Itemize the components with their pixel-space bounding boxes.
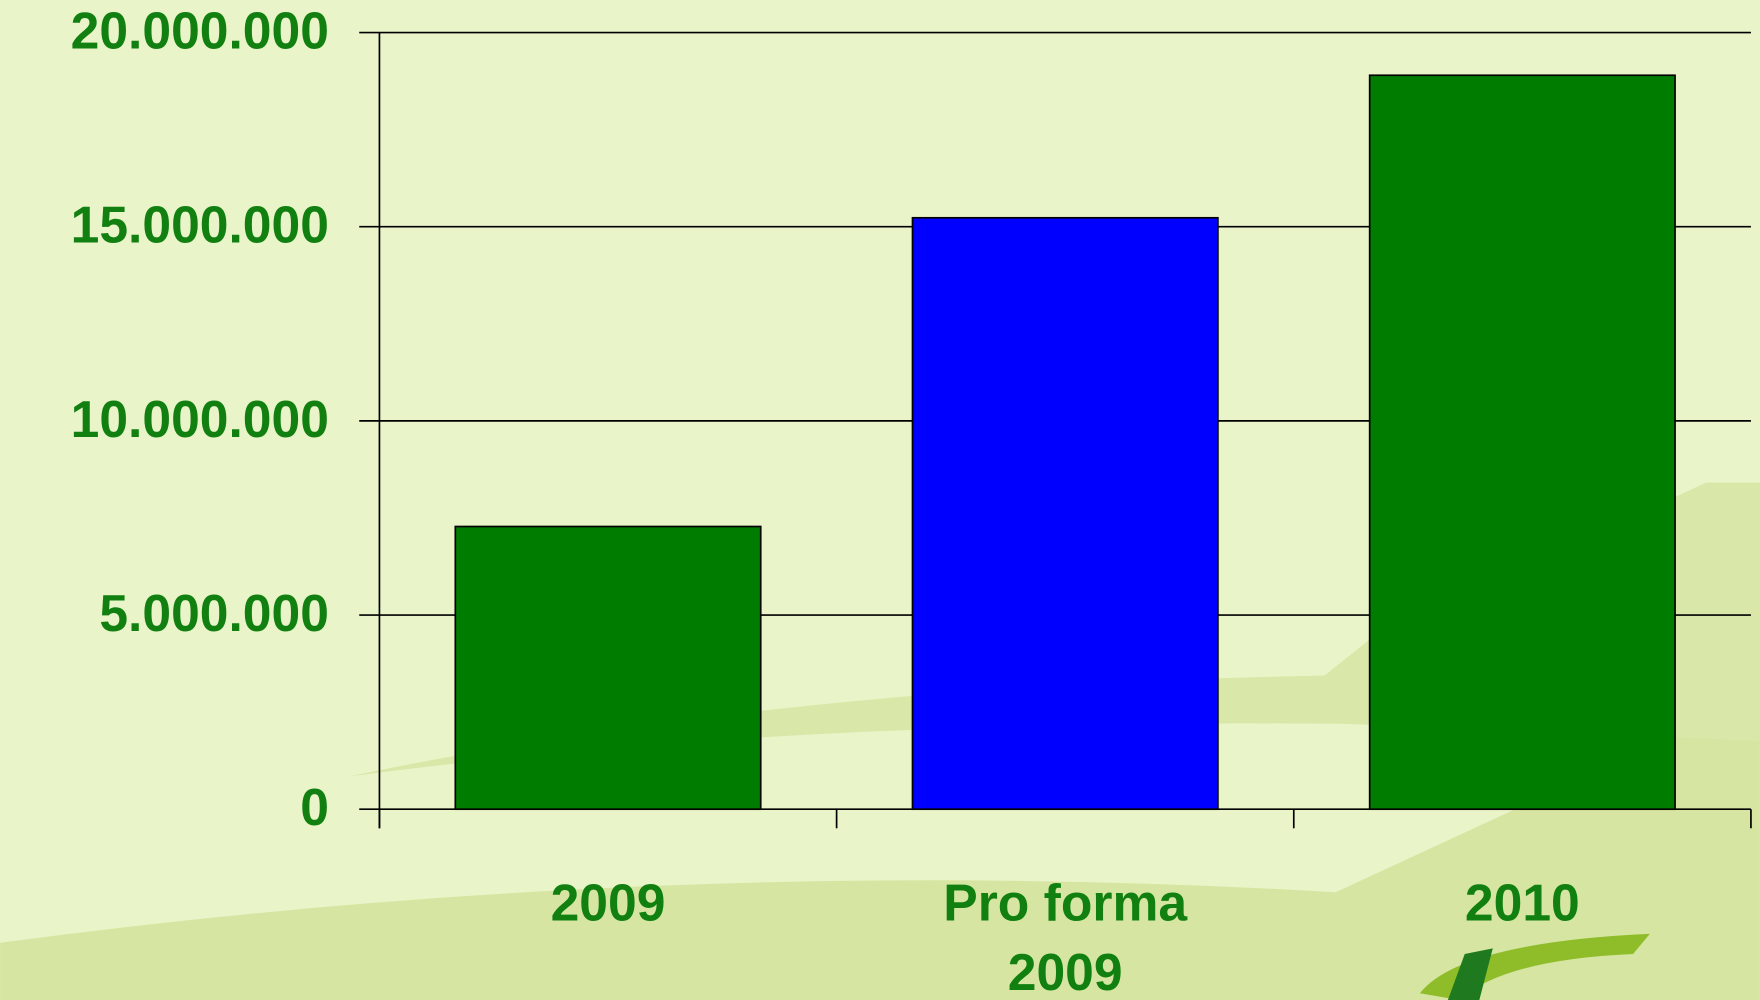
bar (1368, 74, 1676, 811)
y-tick-label: 10.000.000 (71, 390, 329, 448)
y-tick-label: 20.000.000 (71, 1, 329, 59)
y-tick-label: 5.000.000 (99, 584, 329, 642)
plot: 0 5.000.000 10.000.000 15.000.000 20.000.000… (71, 1, 1752, 1000)
y-tick-label: 0 (300, 778, 329, 836)
x-tick-label: Pro forma 2009 (943, 873, 1188, 1000)
x-tick-label-box: 2010 (1464, 873, 1580, 932)
x-tick-label: 2010 (1464, 873, 1580, 932)
x-tick-label-box: 2009 (550, 873, 666, 932)
bar (454, 525, 762, 811)
x-tick-label-box: Pro forma 2009 (943, 873, 1188, 1000)
bar (911, 216, 1219, 811)
y-tick-label: 15.000.000 (71, 196, 329, 254)
x-tick-label: 2009 (550, 873, 666, 932)
